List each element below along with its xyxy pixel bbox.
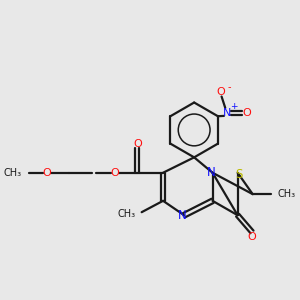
Text: CH₃: CH₃	[118, 208, 136, 218]
Text: S: S	[236, 168, 243, 181]
Text: O: O	[242, 107, 251, 118]
Text: O: O	[248, 232, 256, 242]
Text: N: N	[178, 209, 187, 222]
Text: -: -	[227, 82, 231, 92]
Text: CH₃: CH₃	[278, 189, 296, 199]
Text: O: O	[110, 168, 119, 178]
Text: O: O	[217, 88, 225, 98]
Text: CH₃: CH₃	[4, 168, 22, 178]
Text: N: N	[222, 107, 231, 118]
Text: N: N	[206, 166, 215, 179]
Text: +: +	[230, 102, 238, 111]
Text: O: O	[133, 139, 142, 148]
Text: O: O	[43, 168, 51, 178]
